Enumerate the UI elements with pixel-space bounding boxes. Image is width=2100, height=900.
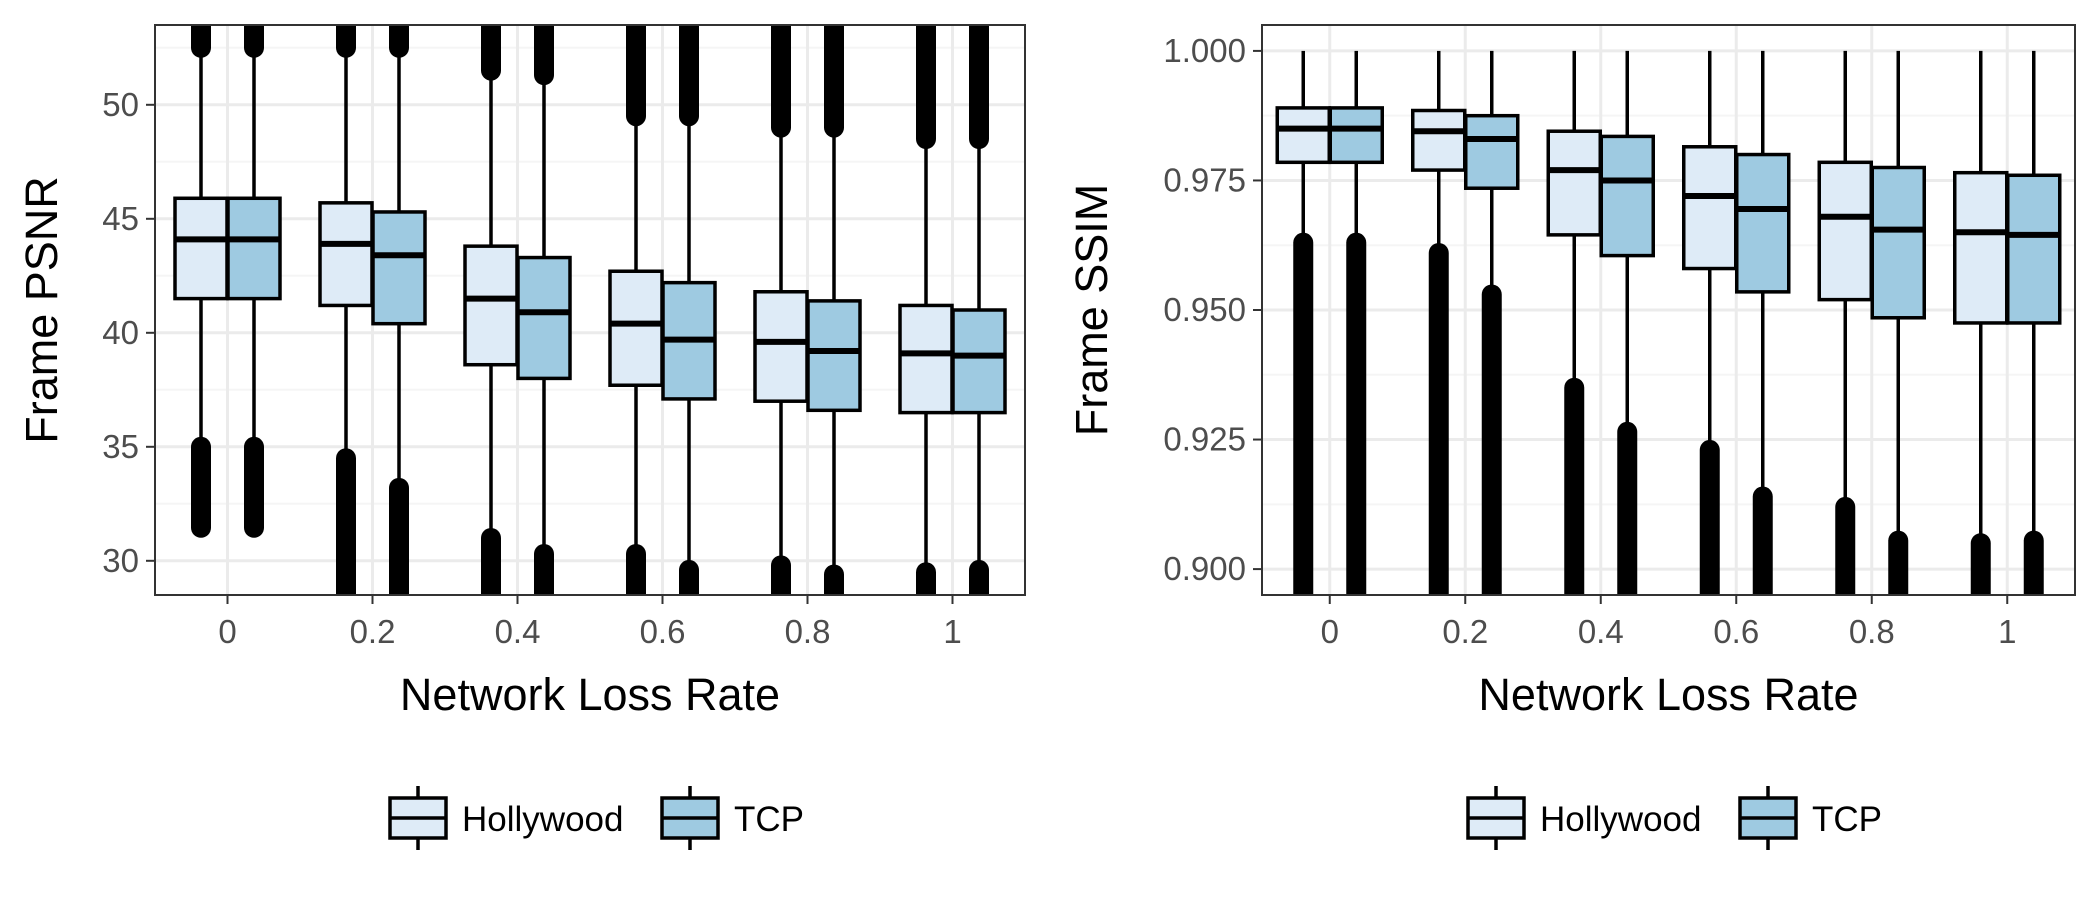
box-iqr — [608, 269, 664, 387]
box-hollywood-1 — [898, 25, 954, 595]
box-tcp-1 — [2006, 50, 2062, 595]
x-tick-label: 0.4 — [1578, 613, 1624, 650]
x-tick-label: 0.8 — [785, 613, 831, 650]
box-tcp-0.2 — [1464, 50, 1520, 595]
box-iqr — [173, 196, 229, 301]
y-tick-label: 1.000 — [1163, 32, 1246, 69]
box-tcp-0.6 — [661, 25, 717, 595]
y-tick-label: 0.975 — [1163, 161, 1246, 198]
box-tcp-0.2 — [371, 25, 427, 595]
box-hollywood-0 — [1275, 50, 1331, 595]
x-tick-label: 1 — [1998, 613, 2016, 650]
box-iqr — [1599, 134, 1655, 258]
plot-area — [1275, 50, 2062, 595]
box-iqr — [371, 210, 427, 326]
box-iqr — [516, 255, 572, 381]
x-tick-label: 0.2 — [350, 613, 396, 650]
box-iqr — [2006, 173, 2062, 325]
box-hollywood-0.2 — [318, 25, 374, 595]
legend: Hollywood TCP — [388, 786, 804, 850]
box-iqr — [226, 196, 282, 301]
y-tick-label: 35 — [102, 428, 139, 465]
legend-label-hollywood: Hollywood — [1540, 800, 1701, 839]
box-iqr — [1682, 145, 1738, 271]
panel-border — [154, 24, 1026, 596]
box-iqr — [753, 290, 809, 403]
box-tcp-0 — [1328, 50, 1384, 595]
box-hollywood-0.8 — [1817, 50, 1873, 595]
legend-label-tcp: TCP — [734, 800, 804, 839]
y-tick-label: 30 — [102, 542, 139, 579]
plot-area — [173, 25, 1007, 595]
box-hollywood-0.6 — [608, 25, 664, 595]
x-tick-label: 0 — [218, 613, 236, 650]
x-tick-label: 0.8 — [1849, 613, 1895, 650]
x-tick-label: 0.6 — [1713, 613, 1759, 650]
box-iqr — [1464, 113, 1520, 190]
y-tick-label: 0.925 — [1163, 421, 1246, 458]
box-hollywood-0 — [173, 25, 229, 538]
box-tcp-0.6 — [1735, 50, 1791, 595]
box-iqr — [951, 308, 1007, 415]
x-axis-title: Network Loss Rate — [400, 669, 780, 720]
plot-background — [155, 25, 1025, 595]
box-hollywood-1 — [1953, 50, 2009, 595]
box-iqr — [1817, 160, 1873, 302]
box-hollywood-0.8 — [753, 25, 809, 595]
box-iqr — [806, 299, 862, 413]
box-iqr — [1735, 152, 1791, 294]
y-tick-label: 0.900 — [1163, 550, 1246, 587]
box-iqr — [898, 303, 954, 415]
y-tick-label: 45 — [102, 200, 139, 237]
legend: Hollywood TCP — [1466, 786, 1882, 850]
box-tcp-0.8 — [806, 25, 862, 595]
box-tcp-0 — [226, 25, 282, 538]
box-tcp-0.8 — [1870, 50, 1926, 595]
y-tick-label: 40 — [102, 314, 139, 351]
box-iqr — [1275, 106, 1331, 165]
y-tick-label: 0.950 — [1163, 291, 1246, 328]
x-tick-label: 1 — [943, 613, 961, 650]
y-tick-label: 50 — [102, 86, 139, 123]
y-axis-title: Frame SSIM — [1066, 184, 1117, 437]
x-tick-label: 0 — [1321, 613, 1339, 650]
legend-label-hollywood: Hollywood — [462, 800, 623, 839]
box-iqr — [1870, 165, 1926, 320]
box-hollywood-0.4 — [463, 25, 519, 595]
box-iqr — [1328, 106, 1384, 165]
box-hollywood-0.4 — [1546, 50, 1602, 595]
box-tcp-1 — [951, 25, 1007, 595]
chart-panel-1: 30 35 40 45 50 0 0.2 0.4 0.6 0.8 1 Network Loss Rat… — [16, 24, 1026, 850]
box-iqr — [318, 201, 374, 308]
x-tick-label: 0.6 — [640, 613, 686, 650]
box-iqr — [1546, 129, 1602, 237]
chart-panel-2: 0.900 0.925 0.950 0.975 1.000 0 0.2 0.4 0.6 0.8 1 N… — [1066, 24, 2076, 850]
box-iqr — [1953, 170, 2009, 325]
legend-label-tcp: TCP — [1812, 800, 1882, 839]
x-tick-label: 0.2 — [1442, 613, 1488, 650]
x-tick-label: 0.4 — [495, 613, 541, 650]
box-tcp-0.4 — [1599, 50, 1655, 595]
y-axis-title: Frame PSNR — [16, 176, 67, 444]
box-iqr — [1411, 108, 1467, 172]
box-hollywood-0.2 — [1411, 50, 1467, 595]
x-axis-title: Network Loss Rate — [1478, 669, 1858, 720]
box-iqr — [463, 244, 519, 367]
